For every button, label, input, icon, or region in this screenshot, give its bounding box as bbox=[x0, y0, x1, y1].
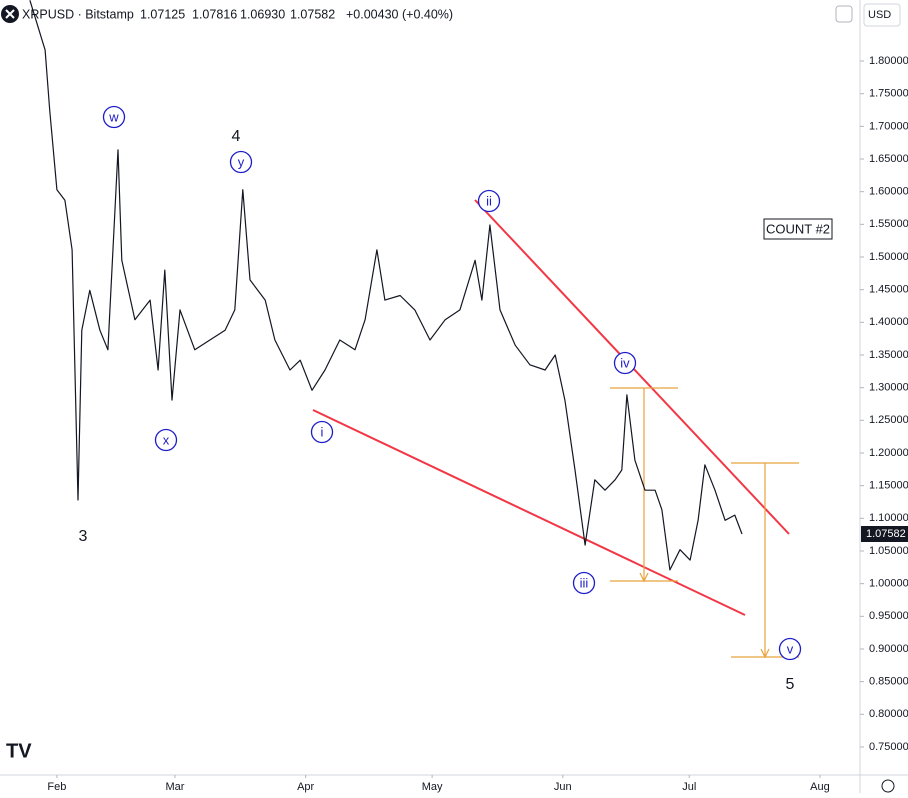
last-price-box bbox=[861, 526, 908, 543]
y-tick-label: 1.60000 bbox=[869, 186, 908, 198]
y-tick-label: 1.80000 bbox=[869, 55, 908, 67]
y-tick-label: 1.45000 bbox=[869, 284, 908, 296]
low: 1.06930 bbox=[240, 7, 285, 21]
wave-circle bbox=[477, 189, 501, 213]
y-tick-label: 1.20000 bbox=[869, 447, 908, 459]
count-box bbox=[763, 218, 833, 240]
close: 1.07582 bbox=[290, 7, 335, 21]
y-tick-label: 0.90000 bbox=[869, 643, 908, 655]
logo: TV bbox=[6, 740, 32, 762]
wave-label: 3 bbox=[79, 528, 88, 545]
change-pct: (+0.40%) bbox=[402, 7, 453, 21]
y-tick-label: 1.50000 bbox=[869, 251, 908, 263]
price-line bbox=[29, 0, 743, 571]
y-tick-label: 1.10000 bbox=[869, 512, 908, 524]
lower-trendline bbox=[312, 409, 746, 616]
wave-circle bbox=[778, 637, 802, 661]
x-tick-label: Jun bbox=[554, 781, 572, 793]
wave-circle bbox=[310, 420, 334, 444]
wave-label: i bbox=[321, 424, 324, 439]
y-tick-label: 0.75000 bbox=[869, 741, 908, 753]
y-tick-label: 1.65000 bbox=[869, 153, 908, 165]
wave-label: ii bbox=[486, 193, 492, 208]
projection-1 bbox=[610, 387, 678, 583]
screenshot-button[interactable] bbox=[835, 5, 853, 23]
x-tick-label: Feb bbox=[47, 781, 66, 793]
high: 1.07816 bbox=[192, 7, 237, 21]
wave-label: 5 bbox=[786, 676, 795, 693]
wave-label: y bbox=[238, 154, 245, 169]
y-tick-label: 0.80000 bbox=[869, 708, 908, 720]
change: +0.00430 bbox=[346, 7, 399, 21]
wave-label: x bbox=[163, 432, 170, 447]
y-tick-label: 1.70000 bbox=[869, 120, 908, 132]
y-tick-label: 1.00000 bbox=[869, 578, 908, 590]
y-tick-label: 1.75000 bbox=[869, 88, 908, 100]
wave-label: v bbox=[787, 641, 794, 656]
symbol[interactable]: XRPUSD · Bitstamp bbox=[22, 7, 134, 21]
currency[interactable]: USD bbox=[868, 9, 891, 21]
y-tick-label: 1.35000 bbox=[869, 349, 908, 361]
x-tick-label: Jul bbox=[682, 781, 696, 793]
currency-button[interactable] bbox=[863, 3, 901, 27]
open: 1.07125 bbox=[140, 7, 185, 21]
wave-label: 4 bbox=[232, 128, 241, 145]
wave-label: w bbox=[108, 109, 119, 124]
wave-circle bbox=[613, 351, 637, 375]
wave-circle bbox=[154, 428, 178, 452]
count-label: COUNT #2 bbox=[766, 221, 830, 236]
projection-2 bbox=[731, 462, 799, 659]
y-tick-label: 0.85000 bbox=[869, 676, 908, 688]
y-tick-label: 1.40000 bbox=[869, 316, 908, 328]
wave-circle bbox=[102, 105, 126, 129]
y-tick-label: 0.95000 bbox=[869, 610, 908, 622]
x-tick-label: May bbox=[422, 781, 443, 793]
y-tick-label: 1.25000 bbox=[869, 414, 908, 426]
wave-circle bbox=[572, 571, 596, 595]
settings-icon[interactable] bbox=[881, 779, 895, 793]
last-price-label: 1.07582 bbox=[866, 528, 906, 540]
y-tick-label: 1.30000 bbox=[869, 382, 908, 394]
x-tick-label: Aug bbox=[810, 781, 830, 793]
wave-label: iii bbox=[580, 575, 589, 590]
wave-label: iv bbox=[620, 355, 630, 370]
x-tick-label: Mar bbox=[165, 781, 184, 793]
y-tick-label: 1.05000 bbox=[869, 545, 908, 557]
y-tick-label: 1.55000 bbox=[869, 218, 908, 230]
symbol-icon-mark bbox=[5, 9, 15, 19]
x-tick-label: Apr bbox=[297, 781, 314, 793]
y-tick-label: 1.15000 bbox=[869, 480, 908, 492]
wave-circle bbox=[229, 150, 253, 174]
